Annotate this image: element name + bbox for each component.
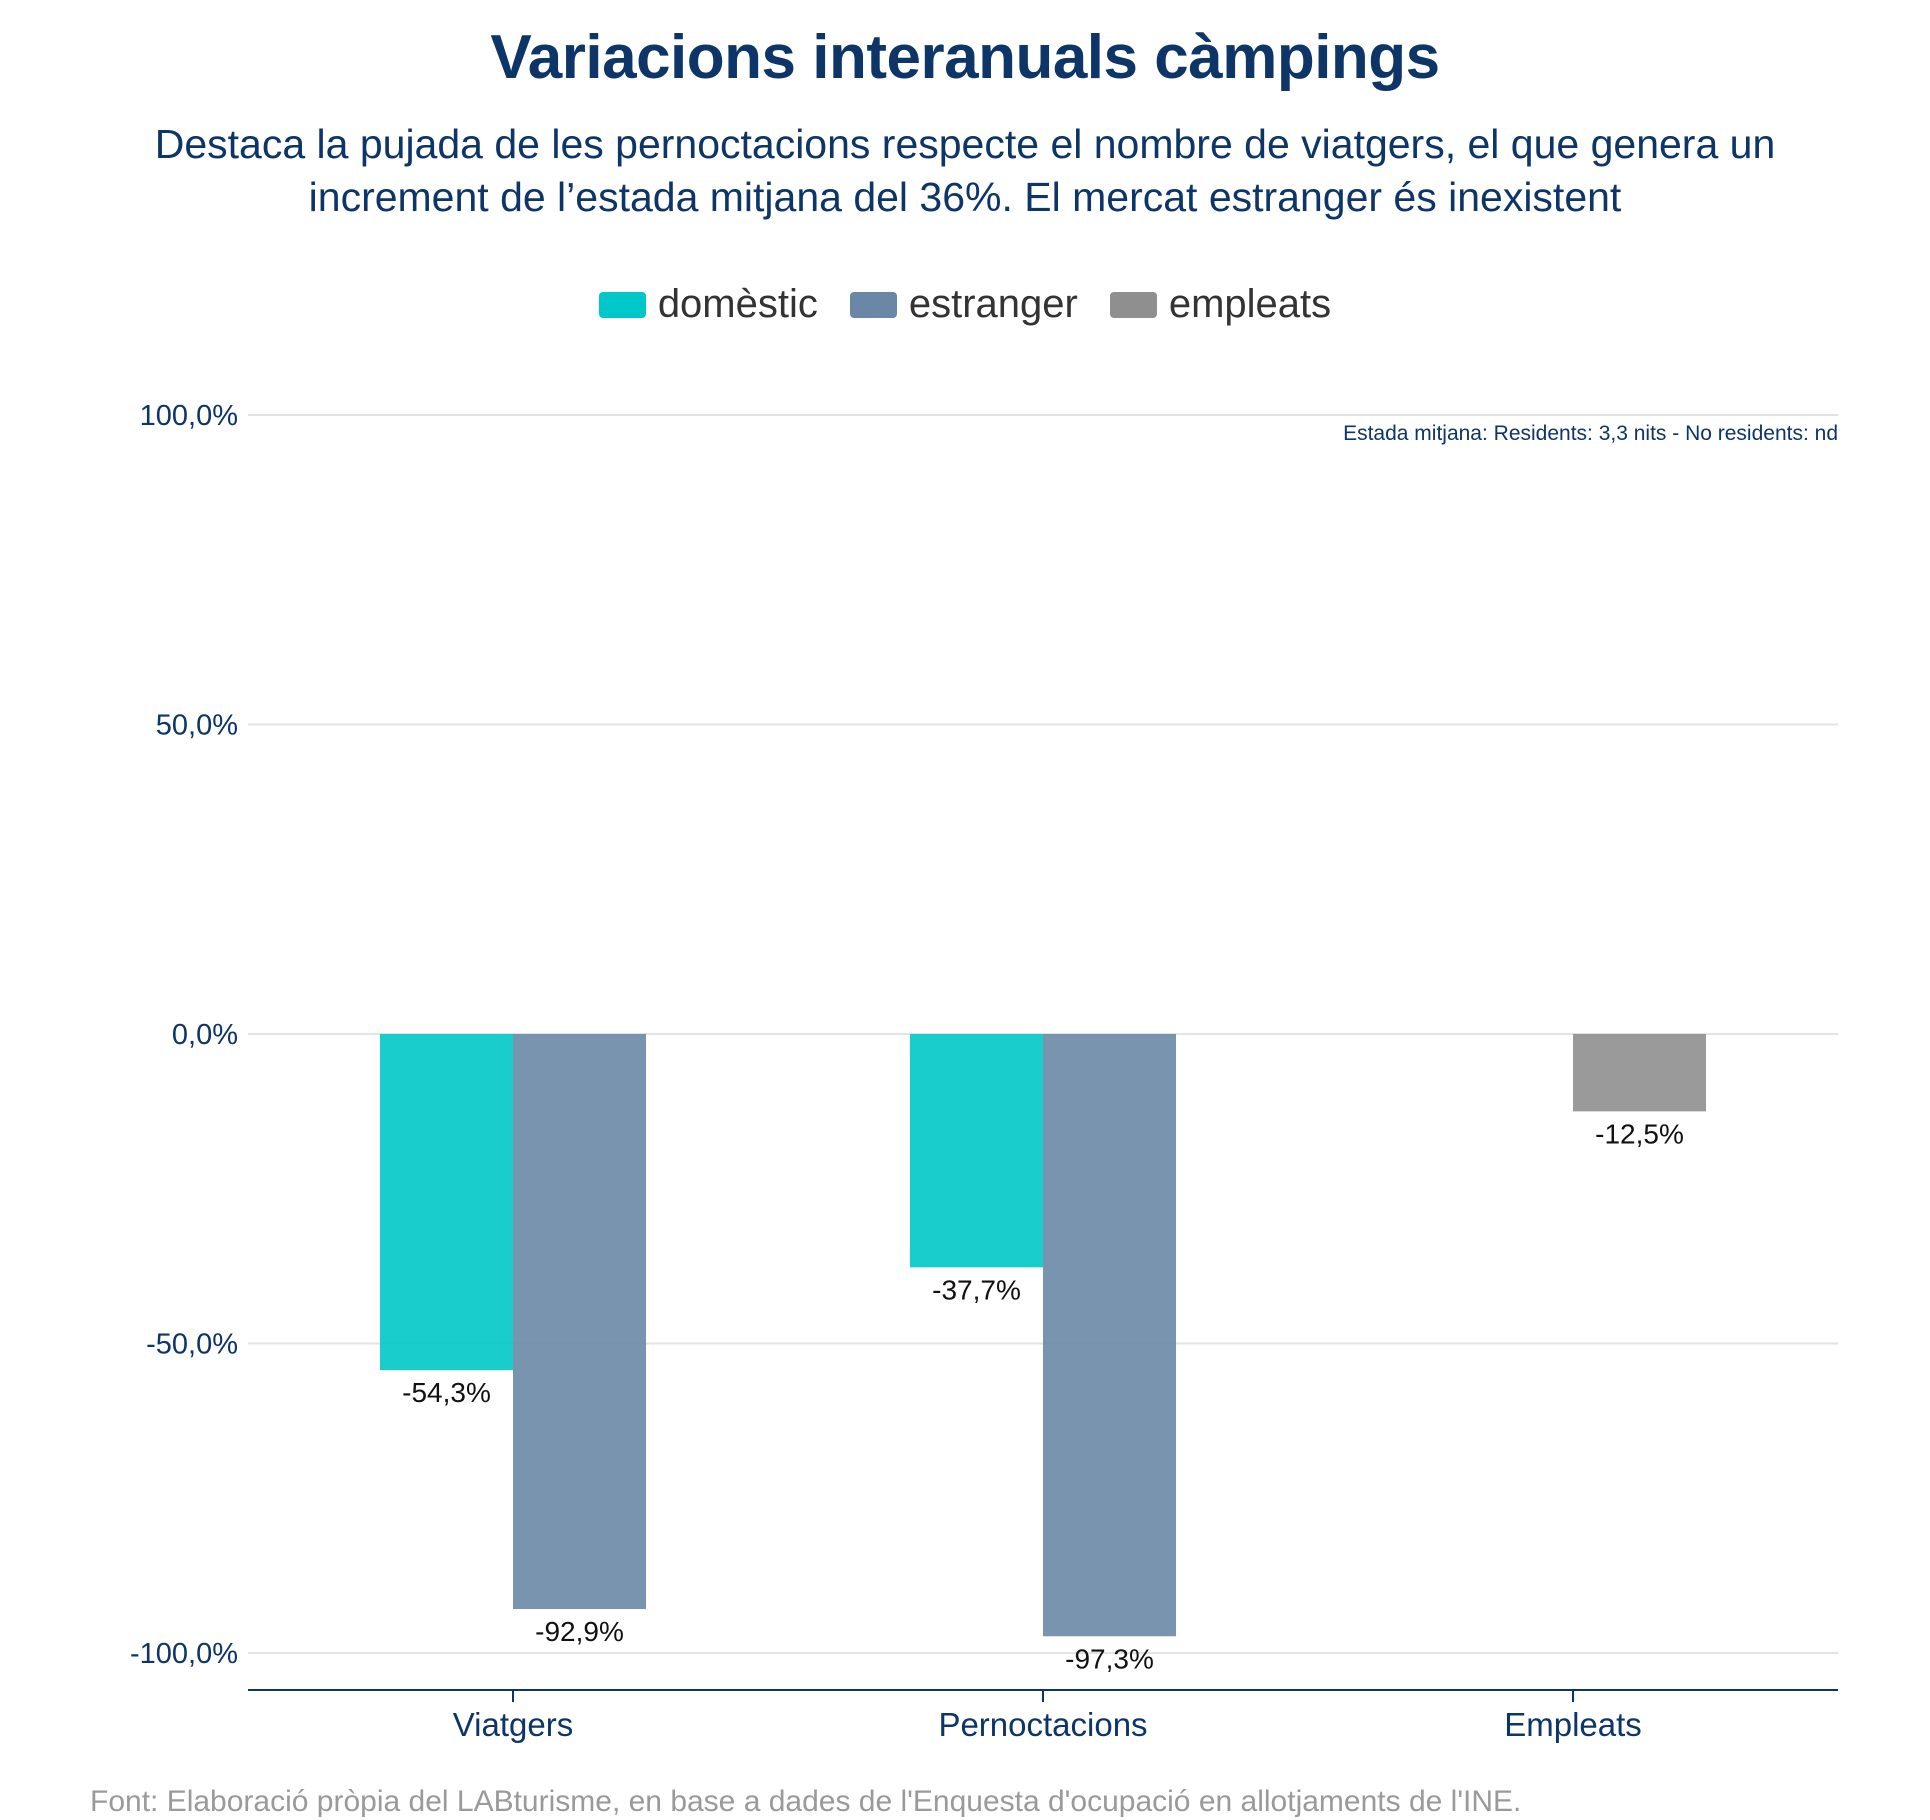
y-axis-ticks: 100,0% 50,0% 0,0% -50,0% -100,0% [130,400,238,1670]
data-label: -92,9% [535,1616,624,1647]
data-label: -12,5% [1595,1118,1684,1149]
bar-estranger[interactable] [513,1034,646,1610]
chart-title: Variacions interanuals càmpings [490,23,1440,92]
x-axis: Viatgers Pernoctacions Empleats [248,1689,1838,1743]
legend-label-domestic: domèstic [657,282,818,326]
data-label: -54,3% [402,1377,491,1408]
y-tick-label: -50,0% [146,1329,238,1361]
legend-label-empleats: empleats [1168,282,1332,326]
bar-domèstic[interactable] [380,1034,513,1371]
bar-domèstic[interactable] [910,1034,1043,1268]
source-note: Font: Elaboració pròpia del LABturisme, … [90,1785,1522,1818]
legend-swatch-empleats [1109,291,1157,318]
x-tick-label: Viatgers [453,1706,573,1743]
legend-label-estranger: estranger [908,282,1078,326]
x-tick-label: Empleats [1504,1706,1642,1743]
y-tick-label: 50,0% [156,710,238,742]
legend-swatch-estranger [849,291,897,318]
x-tick-label: Pernoctacions [938,1706,1147,1743]
y-tick-label: 0,0% [172,1019,238,1051]
legend-item-estranger[interactable]: estranger [849,282,1078,327]
data-label: -37,7% [932,1274,1021,1305]
data-label: -97,3% [1065,1643,1154,1674]
legend-item-domestic[interactable]: domèstic [598,282,818,327]
plot-area: 100,0% 50,0% 0,0% -50,0% -100,0% -54,3% -92,9… [130,400,1838,1743]
bar-estranger[interactable] [1043,1034,1176,1637]
y-tick-label: 100,0% [140,400,238,432]
chart-subtitle: Destaca la pujada de les pernoctacions r… [154,121,1776,220]
data-labels: -54,3% -92,9% -37,7% -97,3% -12,5% [402,1118,1684,1674]
bar-empleats[interactable] [1573,1034,1706,1112]
y-tick-label: -100,0% [130,1638,238,1670]
annotation-text: Estada mitjana: Residents: 3,3 nits - No… [1343,422,1838,445]
legend: domèstic estranger empleats [0,282,1930,327]
bars [380,1034,1706,1637]
legend-swatch-domestic [598,291,646,318]
legend-item-empleats[interactable]: empleats [1109,282,1332,327]
